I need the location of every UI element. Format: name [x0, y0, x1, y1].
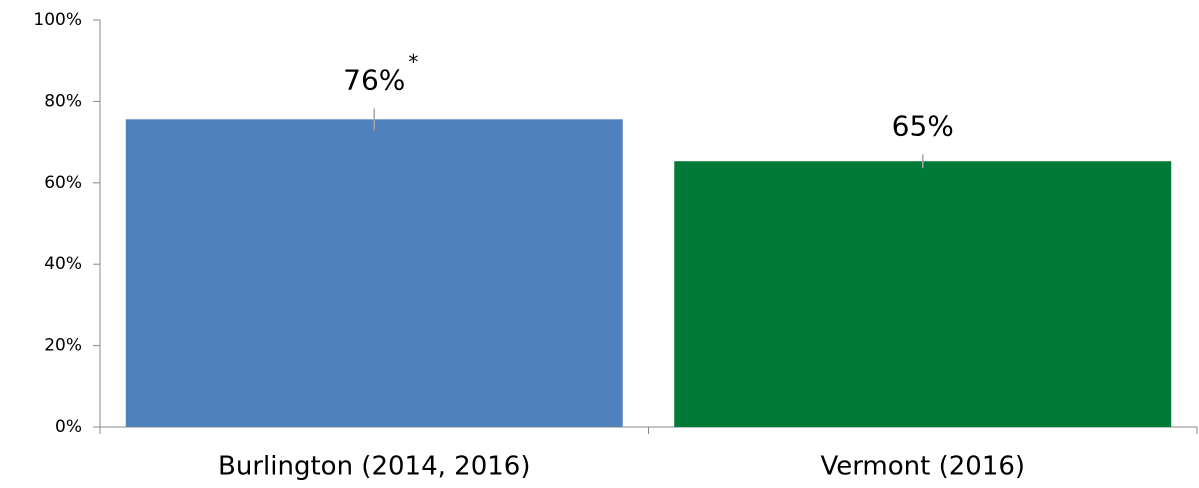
- bar: [674, 161, 1172, 427]
- x-tick-label: Vermont (2016): [820, 452, 1025, 482]
- y-tick-label: 100%: [33, 10, 82, 30]
- annotation: *: [408, 50, 418, 74]
- y-tick-label: 40%: [44, 254, 82, 274]
- x-tick-label: Burlington (2014, 2016): [218, 452, 530, 482]
- y-tick-label: 60%: [44, 173, 82, 193]
- y-tick-label: 80%: [44, 91, 82, 111]
- y-tick-label: 0%: [55, 417, 82, 437]
- bar: [125, 119, 623, 428]
- y-tick-label: 20%: [44, 336, 82, 356]
- value-label: 76%: [343, 63, 405, 96]
- value-label: 65%: [892, 109, 954, 142]
